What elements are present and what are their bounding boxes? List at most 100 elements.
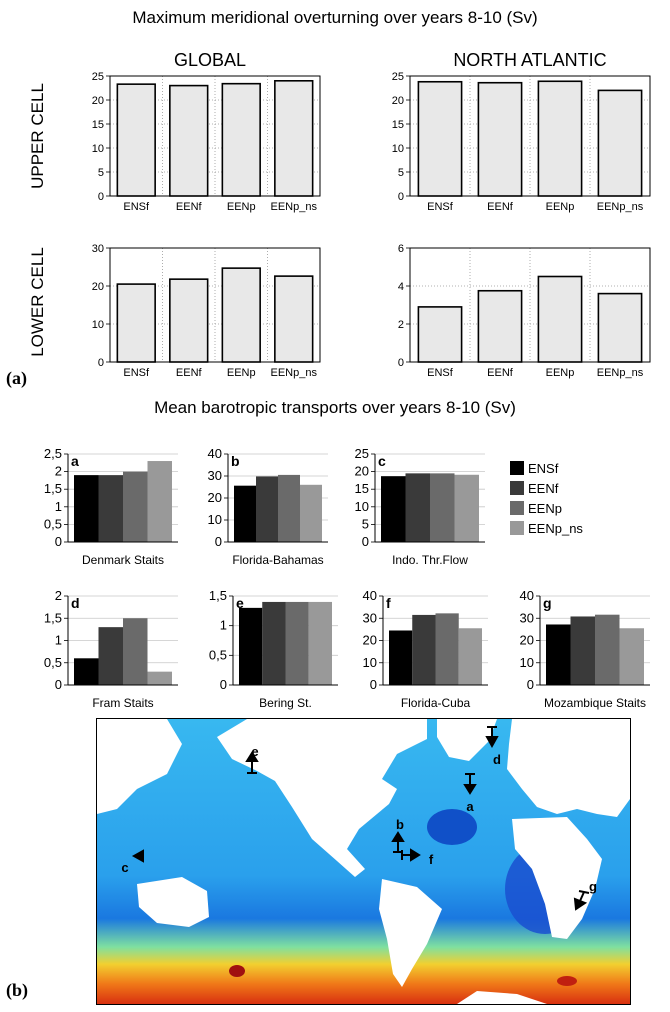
column-title-global: GLOBAL [173,50,247,70]
bar [262,601,286,685]
bar [477,289,523,363]
bar [274,80,314,197]
bar [239,607,263,685]
europe-asia [507,719,630,817]
north-america [217,719,427,877]
y-tick-label: 40 [363,588,377,603]
marker-b: b [391,817,405,853]
y-tick-label: 15 [355,481,369,496]
bar [256,476,278,542]
australia [137,877,209,927]
y-tick-label: 1,5 [44,481,62,496]
x-axis-label: Mozambique Staits [544,696,646,710]
y-tick-label: 20 [520,633,534,648]
y-tick-label: 5 [362,516,369,531]
y-tick-label: 1,5 [44,610,62,625]
legend-label: ENSf [528,460,559,476]
bar [412,614,436,685]
x-tick-label: EENp [227,201,256,213]
y-tick-label: 25 [355,446,369,461]
y-tick-label: 5 [98,167,104,179]
y-tick-label: 10 [92,319,104,331]
deep-blue-patch [427,809,477,845]
column-title-north-atlantic: NORTH ATLANTIC [453,50,607,70]
plot-frame [409,75,651,197]
legend-swatch [510,521,524,535]
row-title-lower-cell: LOWER CELL [28,247,47,357]
bar [169,84,209,197]
y-tick-label: 30 [363,610,377,625]
x-axis-label: Indo. Thr.Flow [392,553,468,567]
panel-label-a: (a) [6,368,27,388]
bar [98,475,123,542]
y-tick-label: 2,5 [44,446,62,461]
y-tick-label: 25 [392,72,404,83]
legend-swatch [510,501,524,515]
x-tick-label: EENf [176,367,203,379]
y-tick-label: 20 [392,95,404,107]
bar [619,628,644,685]
y-tick-label: 2 [398,319,404,331]
section-b-title: Mean barotropic transports over years 8-… [154,398,516,417]
y-tick-label: 2 [55,588,62,603]
legend-label: EENf [528,480,559,496]
bar [74,475,99,542]
bar [221,267,261,363]
svg-text:b: b [396,817,404,832]
y-tick-label: 0,5 [209,647,227,662]
plot-frame [109,75,321,197]
y-tick-label: 2 [55,464,62,479]
x-axis-label: Florida-Bahamas [232,553,323,567]
bar [74,658,99,685]
x-tick-label: EENp [546,367,575,379]
y-tick-label: 6 [398,243,404,255]
y-tick-label: 0 [98,191,104,203]
y-tick-label: 40 [520,588,534,603]
y-tick-label: 1,5 [209,588,227,603]
x-tick-label: ENSf [123,201,150,213]
y-tick-label: 10 [392,143,404,155]
panel-letter: e [236,595,244,611]
svg-text:f: f [429,852,434,867]
bar [147,461,172,542]
plot-frame [409,247,651,363]
x-tick-label: EENf [487,367,514,379]
marker-f: f [401,848,434,867]
marker-d: d [485,726,501,767]
bar [570,616,595,685]
south-america [379,879,442,987]
bar [537,275,583,363]
hot-spot [557,976,577,986]
panel-letter: g [543,595,552,611]
y-tick-label: 0 [55,677,62,692]
chart-global-lower: 0 10 20 30 ENSf EENf EENp EENp_ns [92,243,321,379]
chart-a-denmark: 0 0,5 1 1,5 2 2,5 a Denmark Staits [44,446,178,567]
bar [430,473,455,542]
transport-section-markers: a b c d e f g [121,726,597,911]
bar [123,618,148,685]
bar [537,80,583,197]
x-axis-label: Fram Staits [92,696,153,710]
panel-letter: f [386,595,391,611]
marker-e: e [245,744,259,774]
bar [435,613,459,685]
y-tick-label: 20 [208,490,222,505]
bar [389,630,413,685]
antarctica-edge [457,991,547,1004]
y-tick-label: 20 [92,281,104,293]
y-tick-label: 20 [355,464,369,479]
y-tick-label: 0,5 [44,655,62,670]
bar [285,601,309,685]
bar [116,83,156,197]
x-tick-label: EENp [546,201,575,213]
bar [234,485,256,542]
world-ocean-map: a b c d e f g [96,718,631,1005]
y-tick-label: 1 [55,499,62,514]
hot-spot [229,965,245,977]
greenland [437,719,497,761]
bar [546,624,571,685]
x-tick-label: ENSf [123,367,150,379]
chart-c-indo: 0 5 10 15 20 25 c Indo. Thr.Flow [355,446,485,567]
bar [597,89,643,197]
legend-swatch [510,481,524,495]
